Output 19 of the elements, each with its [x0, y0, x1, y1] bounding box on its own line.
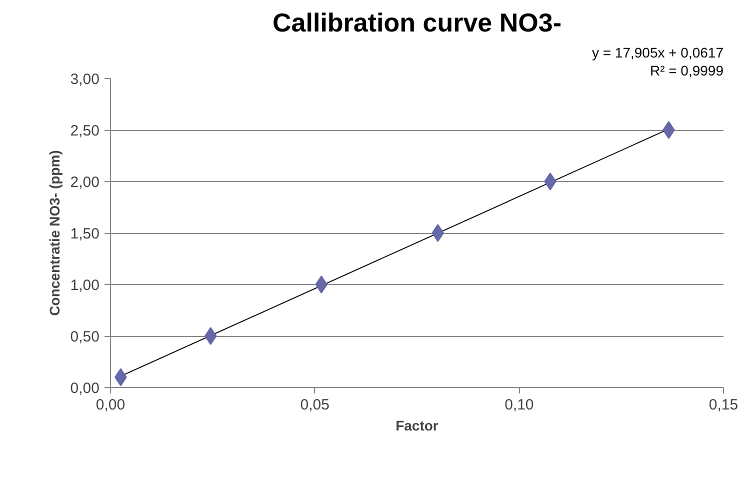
x-tick-label: 0,05	[300, 396, 330, 414]
x-tick-label: 0,00	[96, 396, 126, 414]
y-tick-label: 1,50	[70, 226, 100, 242]
text: R² = 0,9999	[650, 62, 724, 78]
y-tick-label: 2,00	[70, 174, 100, 191]
x-tick-label: 0,10	[504, 396, 534, 414]
point	[315, 276, 328, 294]
y-tick-label: 2,50	[70, 122, 100, 140]
y-tick-label: 0,00	[70, 380, 100, 397]
text: y = 17,905x + 0,0617	[592, 44, 724, 60]
y-tick-label: 1,00	[70, 277, 100, 294]
chart-title: Callibration curve NO3-	[272, 8, 562, 38]
x-axis-title: Factor	[396, 418, 439, 434]
y-tick-label: 0,50	[70, 328, 100, 346]
y-axis-title: Concentratie NO3- (ppm)	[46, 150, 62, 316]
point	[204, 327, 217, 345]
x-tick-label: 0,15	[708, 396, 738, 414]
point	[432, 224, 444, 242]
y-tick-label: 3,00	[70, 71, 100, 88]
